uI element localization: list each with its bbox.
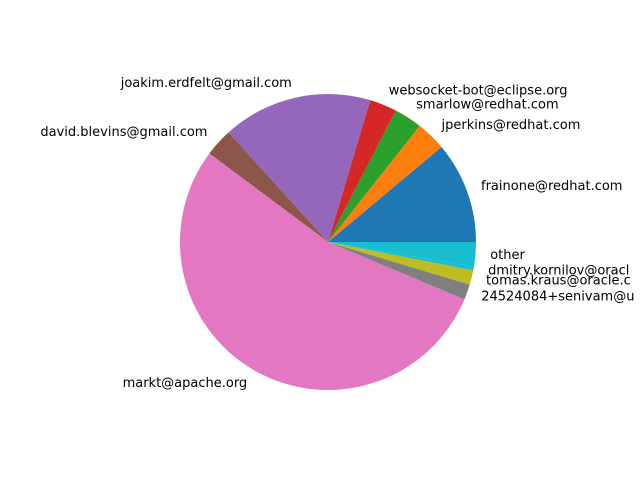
- pie-slice-markt-apache-org: [179, 153, 465, 391]
- pie-slice-dmitry-kornilov-oracl: [328, 242, 474, 271]
- pie-labels: frainone@redhat.com jperkins@redhat.com sm…: [40, 76, 634, 391]
- pie-slice-tomas-kraus-oracle-c: [328, 242, 474, 285]
- pie-slice-jperkins-redhat-com: [328, 125, 442, 242]
- pie-label-jperkins-redhat-com: jperkins@redhat.com: [440, 118, 580, 133]
- pie-label-markt-apache-org: markt@apache.org: [123, 376, 248, 391]
- pie-label-other: other: [490, 248, 525, 263]
- pie-label-tomas-kraus-oracle-c: tomas.kraus@oracle.c: [486, 274, 631, 289]
- pie-label-david-blevins-gmail-com: david.blevins@gmail.com: [40, 125, 207, 140]
- pie-slice-websocket-bot-eclipse-org: [328, 100, 396, 243]
- pie-slice-24524084-senivam-u: [328, 242, 470, 300]
- pie-slice-joakim-erdfelt-gmail-com: [228, 94, 371, 242]
- pie-slice-david-blevins-gmail-com: [209, 132, 328, 242]
- pie-label-24524084-senivam-u: 24524084+senivam@u: [481, 290, 634, 305]
- pie-slices: [179, 94, 476, 391]
- pie-label-joakim-erdfelt-gmail-com: joakim.erdfelt@gmail.com: [120, 76, 292, 91]
- pie-slice-frainone-redhat-com: [328, 147, 476, 242]
- pie-label-frainone-redhat-com: frainone@redhat.com: [481, 179, 622, 194]
- pie-slice-other: [328, 242, 476, 267]
- pie-slice-smarlow-redhat-com: [328, 110, 420, 242]
- pie-label-websocket-bot-eclipse-org: websocket-bot@eclipse.org: [389, 83, 568, 98]
- pie-label-dmitry-kornilov-oracl: dmitry.kornilov@oracl: [488, 264, 629, 279]
- pie-label-smarlow-redhat-com: smarlow@redhat.com: [416, 98, 558, 113]
